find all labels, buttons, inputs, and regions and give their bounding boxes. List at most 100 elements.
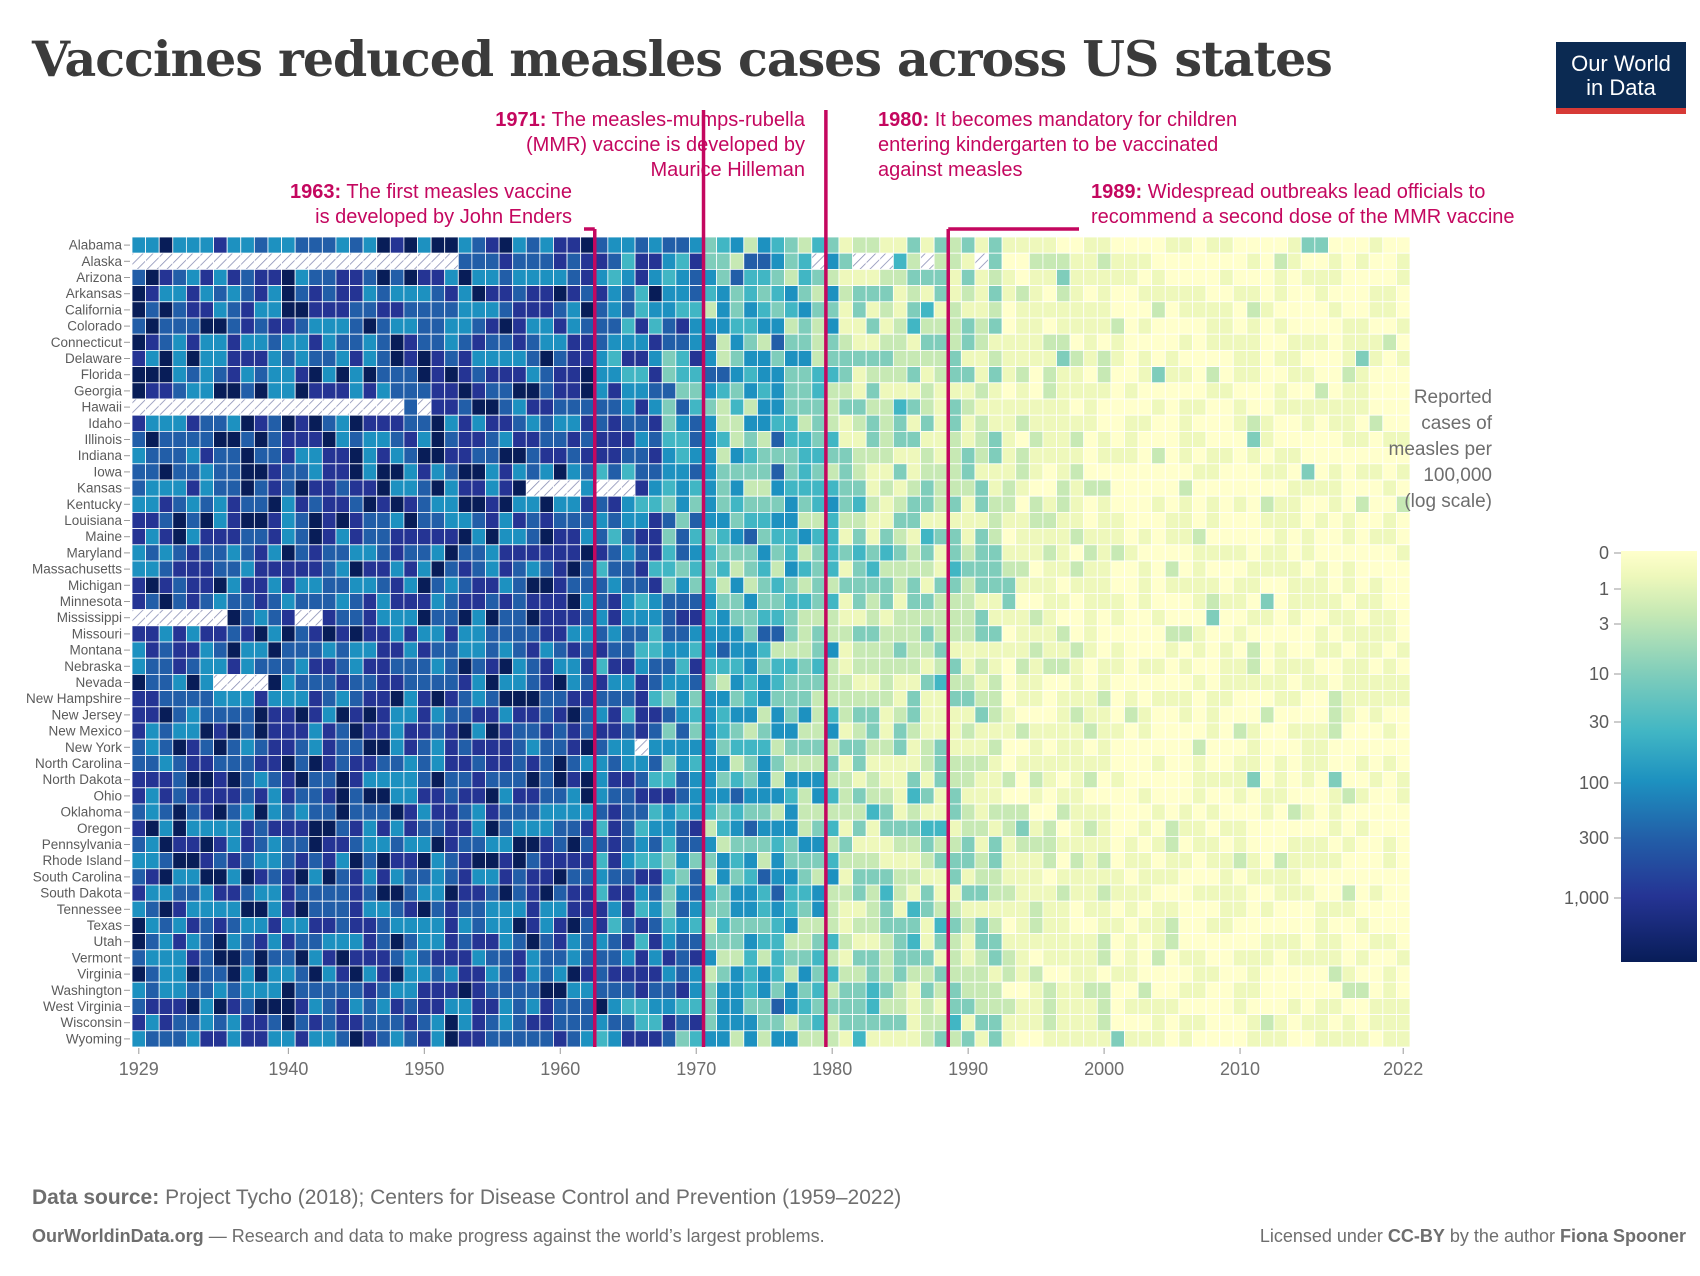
heatmap-cell[interactable] <box>1382 301 1397 319</box>
heatmap-cell[interactable] <box>1382 998 1397 1016</box>
heatmap-cell[interactable] <box>1096 576 1112 594</box>
heatmap-cell[interactable] <box>1382 852 1397 870</box>
heatmap-cell[interactable] <box>457 479 473 497</box>
heatmap-cell[interactable] <box>729 884 745 902</box>
heatmap-cell[interactable] <box>145 738 160 756</box>
heatmap-cell[interactable] <box>471 657 486 675</box>
heatmap-cell[interactable] <box>172 463 187 481</box>
heatmap-cell[interactable] <box>158 495 174 513</box>
heatmap-cell[interactable] <box>1287 382 1302 400</box>
heatmap-cell[interactable] <box>743 333 758 351</box>
heatmap-cell[interactable] <box>525 1014 541 1032</box>
heatmap-cell[interactable] <box>566 706 582 724</box>
heatmap-cell[interactable] <box>1178 366 1193 384</box>
heatmap-cell[interactable] <box>974 512 989 530</box>
heatmap-cell[interactable] <box>417 463 432 481</box>
heatmap-cell[interactable] <box>349 722 364 740</box>
heatmap-cell[interactable] <box>729 722 745 740</box>
heatmap-cell[interactable] <box>321 998 337 1016</box>
heatmap-cell[interactable] <box>689 836 704 854</box>
heatmap-cell[interactable] <box>1178 771 1193 789</box>
heatmap-cell[interactable] <box>892 528 908 546</box>
heatmap-cell[interactable] <box>131 447 147 465</box>
heatmap-cell[interactable] <box>1314 722 1329 740</box>
heatmap-cell[interactable] <box>1232 430 1248 448</box>
heatmap-cell[interactable] <box>1042 722 1057 740</box>
heatmap-cell[interactable] <box>294 382 310 400</box>
heatmap-cell[interactable] <box>1300 544 1316 562</box>
heatmap-cell[interactable] <box>1056 674 1071 692</box>
heatmap-cell[interactable] <box>281 625 296 643</box>
heatmap-cell[interactable] <box>879 593 894 611</box>
heatmap-cell[interactable] <box>1164 738 1180 756</box>
heatmap-cell[interactable] <box>1205 965 1221 983</box>
heatmap-cell[interactable] <box>1287 722 1302 740</box>
heatmap-cell[interactable] <box>1232 609 1248 627</box>
heatmap-cell[interactable] <box>253 1014 269 1032</box>
heatmap-cell[interactable] <box>838 1030 853 1048</box>
heatmap-cell[interactable] <box>199 349 214 367</box>
heatmap-cell[interactable] <box>852 690 867 708</box>
heatmap-cell[interactable] <box>661 333 677 351</box>
heatmap-cell[interactable] <box>1341 738 1357 756</box>
heatmap-cell[interactable] <box>1246 819 1261 837</box>
heatmap-cell[interactable] <box>906 479 921 497</box>
heatmap-cell[interactable] <box>1219 512 1234 530</box>
heatmap-cell[interactable] <box>240 1030 255 1048</box>
heatmap-cell[interactable] <box>1328 560 1343 578</box>
heatmap-cell[interactable] <box>1382 479 1397 497</box>
heatmap-cell[interactable] <box>974 884 989 902</box>
heatmap-cell[interactable] <box>213 479 228 497</box>
heatmap-cell[interactable] <box>1083 738 1098 756</box>
heatmap-cell[interactable] <box>1001 447 1017 465</box>
heatmap-cell[interactable] <box>213 965 228 983</box>
heatmap-cell[interactable] <box>321 674 337 692</box>
heatmap-cell[interactable] <box>1355 479 1370 497</box>
heatmap-cell[interactable] <box>1205 398 1221 416</box>
heatmap-cell[interactable] <box>485 301 500 319</box>
heatmap-cell[interactable] <box>158 981 174 999</box>
heatmap-cell[interactable] <box>1232 495 1248 513</box>
heatmap-cell[interactable] <box>566 933 582 951</box>
heatmap-cell[interactable] <box>1096 949 1112 967</box>
heatmap-cell[interactable] <box>1042 317 1057 335</box>
heatmap-cell[interactable] <box>797 981 813 999</box>
heatmap-cell[interactable] <box>131 965 147 983</box>
heatmap-cell[interactable] <box>376 738 391 756</box>
heatmap-cell[interactable] <box>281 868 296 886</box>
heatmap-cell[interactable] <box>716 965 731 983</box>
heatmap-cell[interactable] <box>879 706 894 724</box>
heatmap-cell[interactable] <box>634 576 650 594</box>
heatmap-cell[interactable] <box>648 706 663 724</box>
heatmap-cell[interactable] <box>1300 593 1316 611</box>
heatmap-cell[interactable] <box>1192 560 1207 578</box>
heatmap-cell[interactable] <box>892 252 908 270</box>
heatmap-cell[interactable] <box>308 414 323 432</box>
heatmap-cell[interactable] <box>1015 706 1030 724</box>
heatmap-cell[interactable] <box>253 884 269 902</box>
heatmap-cell[interactable] <box>566 609 582 627</box>
heatmap-cell[interactable] <box>1151 819 1166 837</box>
heatmap-cell[interactable] <box>1368 965 1384 983</box>
heatmap-cell[interactable] <box>308 836 323 854</box>
heatmap-cell[interactable] <box>417 787 432 805</box>
heatmap-cell[interactable] <box>933 900 949 918</box>
heatmap-cell[interactable] <box>145 576 160 594</box>
heatmap-cell[interactable] <box>648 836 663 854</box>
heatmap-cell[interactable] <box>158 317 174 335</box>
heatmap-cell[interactable] <box>689 771 704 789</box>
heatmap-cell[interactable] <box>1083 544 1098 562</box>
heatmap-cell[interactable] <box>784 414 799 432</box>
heatmap-cell[interactable] <box>444 852 459 870</box>
heatmap-cell[interactable] <box>1056 787 1071 805</box>
heatmap-cell[interactable] <box>240 447 255 465</box>
heatmap-cell[interactable] <box>920 738 935 756</box>
heatmap-cell[interactable] <box>1355 900 1370 918</box>
heatmap-cell[interactable] <box>430 900 446 918</box>
heatmap-cell[interactable] <box>960 593 976 611</box>
heatmap-cell[interactable] <box>226 981 242 999</box>
heatmap-cell[interactable] <box>1124 463 1139 481</box>
heatmap-cell[interactable] <box>1164 463 1180 481</box>
heatmap-cell[interactable] <box>403 657 418 675</box>
heatmap-cell[interactable] <box>1260 398 1275 416</box>
